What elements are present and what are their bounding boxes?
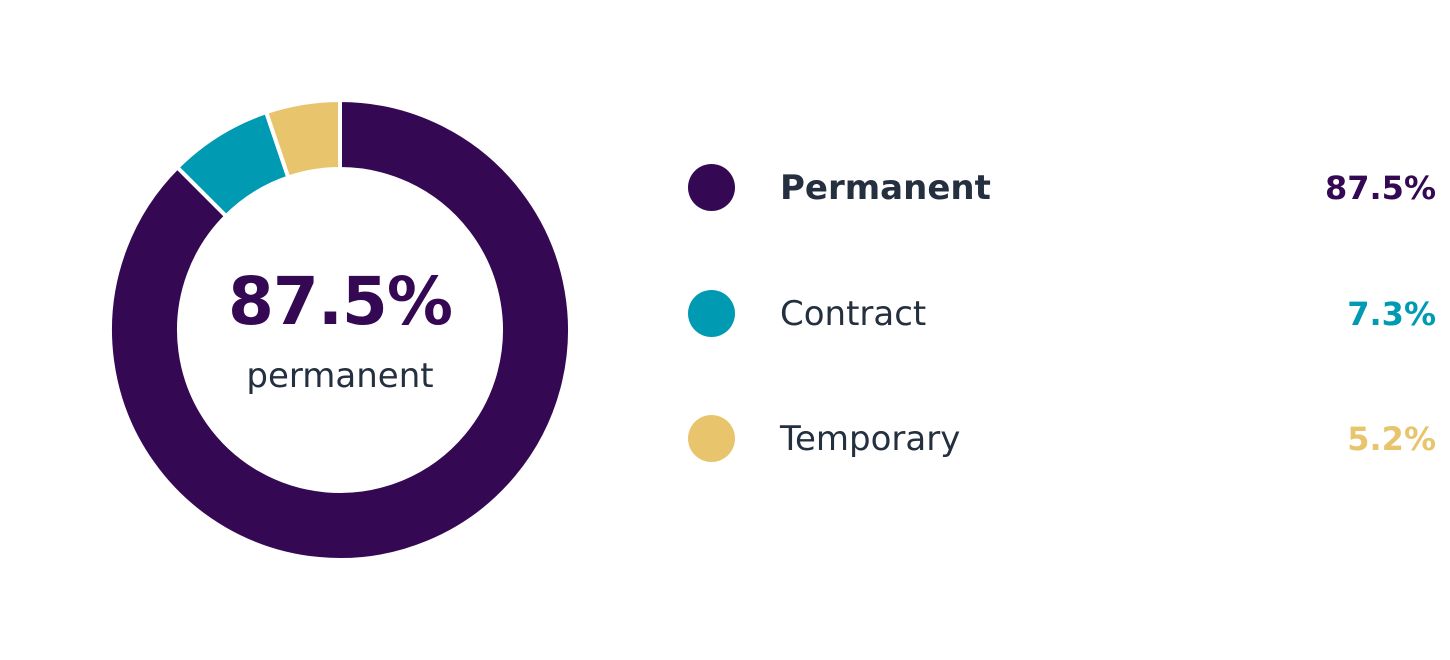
legend-swatch-permanent <box>688 164 735 211</box>
donut-chart: 87.5% permanent <box>100 90 580 570</box>
donut-slice-temporary <box>263 97 342 181</box>
legend-value-permanent: 87.5% <box>1324 169 1436 207</box>
donut-slice-permanent <box>108 97 572 562</box>
donut-svg <box>108 97 572 562</box>
legend-value-contract: 7.3% <box>1347 295 1436 333</box>
legend-label-temporary: Temporary <box>780 419 961 459</box>
center-value: 87.5% <box>228 263 453 340</box>
legend: Permanent 87.5% Contract 7.3% Temporary … <box>688 0 1436 660</box>
legend-value-temporary: 5.2% <box>1347 420 1436 458</box>
legend-swatch-contract <box>688 290 735 337</box>
legend-label-contract: Contract <box>780 294 927 334</box>
center-label: permanent <box>246 356 434 396</box>
legend-item-contract: Contract 7.3% <box>688 288 1436 338</box>
legend-item-temporary: Temporary 5.2% <box>688 413 1436 463</box>
legend-label-permanent: Permanent <box>780 168 991 208</box>
legend-item-permanent: Permanent 87.5% <box>688 162 1436 212</box>
legend-swatch-temporary <box>688 415 735 462</box>
